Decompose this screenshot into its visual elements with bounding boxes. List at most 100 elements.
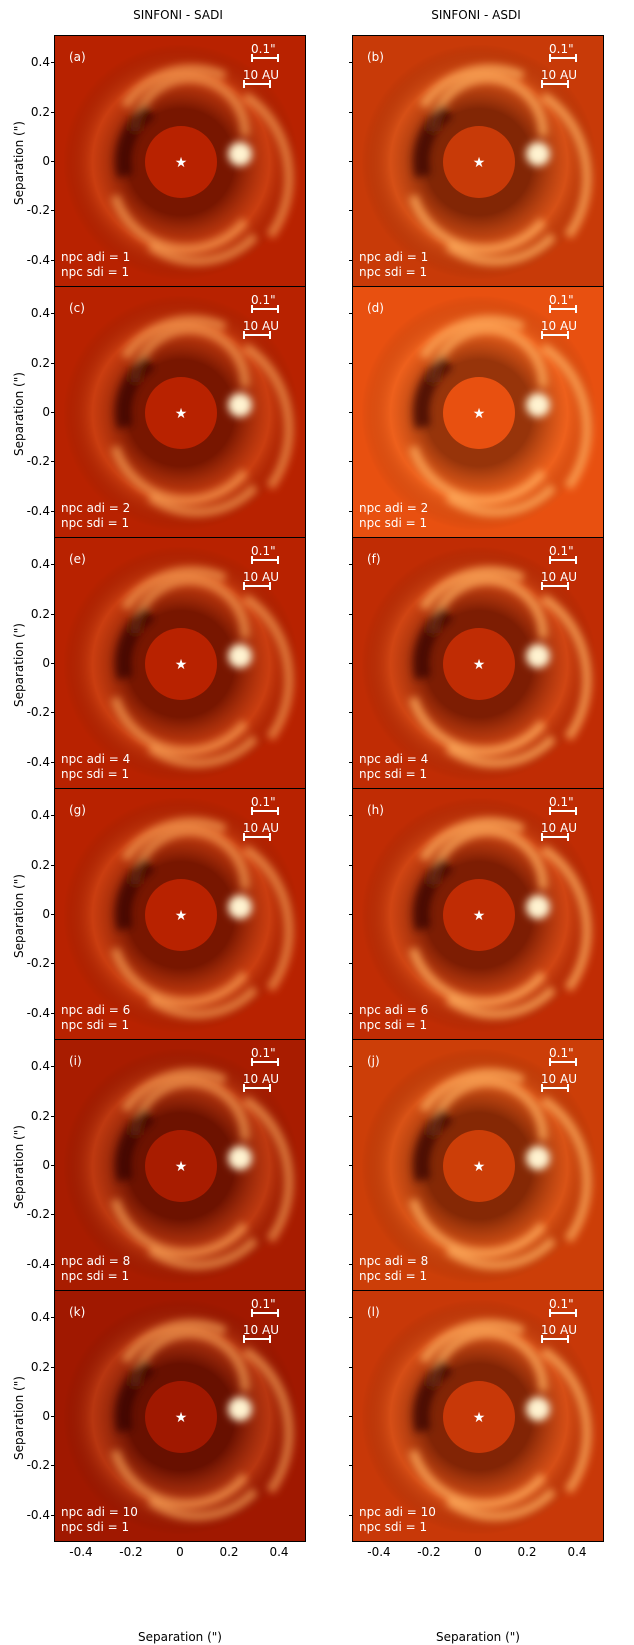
y-tick-mark bbox=[51, 260, 54, 261]
x-tick-label: 0.2 bbox=[517, 1545, 537, 1559]
panel-label: (b) bbox=[367, 50, 384, 64]
disk-arcs bbox=[408, 1068, 592, 1270]
x-tick-label: 0.4 bbox=[269, 1545, 289, 1559]
y-tick-mark bbox=[51, 1116, 54, 1117]
panel-label: (f) bbox=[367, 552, 381, 566]
y-tick-mark bbox=[51, 1367, 54, 1368]
disk-arcs bbox=[408, 315, 592, 517]
disk-arcs bbox=[110, 1068, 294, 1270]
y-tick-label: -0.2 bbox=[26, 956, 50, 970]
disk-image: ★ bbox=[63, 1048, 299, 1284]
disk-image: ★ bbox=[361, 797, 597, 1033]
y-tick-mark bbox=[349, 1317, 352, 1318]
column-title-asdi: SINFONI - ASDI bbox=[431, 8, 521, 22]
y-tick-mark bbox=[51, 62, 54, 63]
y-tick-mark bbox=[349, 112, 352, 113]
y-tick-mark bbox=[349, 963, 352, 964]
y-axis-label: Separation (") bbox=[12, 1376, 26, 1460]
y-tick-mark bbox=[51, 313, 54, 314]
disk-arcs bbox=[110, 64, 294, 266]
y-tick-mark bbox=[349, 1116, 352, 1117]
star-icon: ★ bbox=[473, 1159, 486, 1175]
y-tick-label: -0.2 bbox=[26, 1207, 50, 1221]
physical-scale-bar: 10 AU bbox=[242, 68, 279, 88]
image-panel: ★ (i) 0.1" 10 AU npc adi = 8 npc sdi = 1 bbox=[54, 1039, 306, 1291]
image-panel: ★ (k) 0.1" 10 AU npc adi = 10 npc sdi = 1 bbox=[54, 1290, 306, 1542]
y-tick-mark bbox=[51, 815, 54, 816]
angular-scale-bar: 0.1" bbox=[251, 544, 279, 564]
y-tick-mark bbox=[349, 412, 352, 413]
y-tick-label: 0 bbox=[42, 656, 50, 670]
coronagraph-mask bbox=[443, 1381, 515, 1453]
y-tick-mark bbox=[349, 1367, 352, 1368]
disk-image: ★ bbox=[63, 295, 299, 531]
y-tick-mark bbox=[349, 161, 352, 162]
physical-scale-bar: 10 AU bbox=[242, 1323, 279, 1343]
y-tick-mark bbox=[349, 1214, 352, 1215]
angular-scale-bar: 0.1" bbox=[251, 1297, 279, 1317]
star-icon: ★ bbox=[473, 1410, 486, 1426]
panel-label: (g) bbox=[69, 803, 86, 817]
y-tick-mark bbox=[51, 1317, 54, 1318]
coronagraph-mask bbox=[443, 377, 515, 449]
y-tick-label: 0.2 bbox=[30, 1109, 50, 1123]
disk-image: ★ bbox=[63, 1299, 299, 1535]
y-tick-label: 0.4 bbox=[30, 306, 50, 320]
y-tick-label: 0.2 bbox=[30, 607, 50, 621]
y-tick-mark bbox=[349, 663, 352, 664]
y-tick-mark bbox=[51, 511, 54, 512]
panel-label: (i) bbox=[69, 1054, 82, 1068]
coronagraph-mask bbox=[145, 126, 217, 198]
disk-image: ★ bbox=[63, 797, 299, 1033]
disk-image: ★ bbox=[63, 44, 299, 280]
panel-label: (c) bbox=[69, 301, 85, 315]
star-icon: ★ bbox=[175, 908, 188, 924]
y-tick-mark bbox=[349, 1416, 352, 1417]
angular-scale-bar: 0.1" bbox=[549, 544, 577, 564]
y-tick-mark bbox=[51, 614, 54, 615]
image-panel: ★ (d) 0.1" 10 AU npc adi = 2 npc sdi = 1 bbox=[352, 286, 604, 538]
y-tick-mark bbox=[51, 363, 54, 364]
x-tick-label: 0 bbox=[176, 1545, 184, 1559]
x-tick-label: -0.2 bbox=[417, 1545, 441, 1559]
angular-scale-bar: 0.1" bbox=[251, 42, 279, 62]
y-tick-mark bbox=[51, 210, 54, 211]
x-axis-label: Separation (") bbox=[138, 1630, 222, 1644]
y-tick-label: 0 bbox=[42, 907, 50, 921]
y-tick-mark bbox=[51, 1214, 54, 1215]
y-tick-label: 0 bbox=[42, 154, 50, 168]
disk-image: ★ bbox=[361, 1299, 597, 1535]
disk-arcs bbox=[408, 1319, 592, 1521]
image-panel: ★ (g) 0.1" 10 AU npc adi = 6 npc sdi = 1 bbox=[54, 788, 306, 1040]
y-tick-label: 0.4 bbox=[30, 808, 50, 822]
image-panel: ★ (b) 0.1" 10 AU npc adi = 1 npc sdi = 1 bbox=[352, 35, 604, 287]
npc-annotation: npc adi = 4 npc sdi = 1 bbox=[359, 752, 429, 781]
disk-arcs bbox=[110, 315, 294, 517]
physical-scale-bar: 10 AU bbox=[540, 1323, 577, 1343]
y-tick-mark bbox=[349, 511, 352, 512]
coronagraph-mask bbox=[443, 1130, 515, 1202]
y-tick-mark bbox=[349, 1465, 352, 1466]
y-tick-label: 0.2 bbox=[30, 105, 50, 119]
y-tick-mark bbox=[349, 865, 352, 866]
y-tick-mark bbox=[51, 963, 54, 964]
angular-scale-bar: 0.1" bbox=[549, 293, 577, 313]
x-tick-label: 0.4 bbox=[567, 1545, 587, 1559]
panel-label: (d) bbox=[367, 301, 384, 315]
y-tick-mark bbox=[349, 762, 352, 763]
angular-scale-bar: 0.1" bbox=[549, 1297, 577, 1317]
y-tick-mark bbox=[349, 363, 352, 364]
coronagraph-mask bbox=[145, 377, 217, 449]
disk-arcs bbox=[110, 1319, 294, 1521]
disk-arcs bbox=[110, 817, 294, 1019]
y-axis-label: Separation (") bbox=[12, 372, 26, 456]
panel-label: (l) bbox=[367, 1305, 380, 1319]
x-tick-label: -0.4 bbox=[69, 1545, 93, 1559]
y-tick-label: 0 bbox=[42, 405, 50, 419]
column-title-sadi: SINFONI - SADI bbox=[133, 8, 223, 22]
disk-image: ★ bbox=[361, 546, 597, 782]
y-tick-mark bbox=[51, 1264, 54, 1265]
y-tick-mark bbox=[349, 1165, 352, 1166]
physical-scale-bar: 10 AU bbox=[540, 1072, 577, 1092]
y-tick-mark bbox=[51, 1013, 54, 1014]
